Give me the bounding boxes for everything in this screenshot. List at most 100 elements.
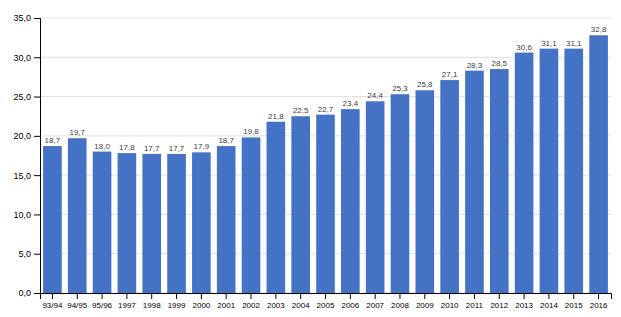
tick-mark (375, 293, 376, 299)
tick-label: 2015 (565, 301, 583, 310)
tick-label: 2004 (292, 301, 310, 310)
tick-mark (350, 293, 351, 299)
tick-label: 2005 (317, 301, 335, 310)
tick-label: 2003 (267, 301, 285, 310)
data-label: 23,4 (343, 99, 359, 108)
tick-label: 1998 (143, 301, 161, 310)
tick: 2002 (242, 293, 260, 310)
tick: 2009 (416, 293, 434, 310)
tick-label: 2013 (515, 301, 533, 310)
tick-mark (524, 293, 525, 299)
axis-line (41, 294, 612, 300)
tick-mark (126, 293, 127, 299)
tick-mark (474, 293, 475, 299)
tick: 1997 (118, 293, 136, 310)
tick-label: 10,0 (13, 210, 31, 220)
data-label: 31,1 (566, 39, 582, 48)
tick-label: 25,0 (13, 92, 31, 102)
plot: 93/9494/9595/961997199819992000200120022… (13, 13, 611, 309)
data-label: 30,6 (516, 43, 532, 52)
tick-mark (201, 293, 202, 299)
tick-label: 35,0 (13, 13, 31, 23)
tick-mark (34, 214, 40, 215)
tick-label: 2016 (590, 301, 608, 310)
tick-label: 2010 (441, 301, 459, 310)
tick-mark (300, 293, 301, 299)
tick-mark (399, 293, 400, 299)
tick: 2013 (515, 293, 533, 310)
tick-mark (424, 293, 425, 299)
data-label: 28,5 (491, 59, 507, 68)
tick-label: 2000 (192, 301, 210, 310)
bar (490, 69, 509, 293)
tick-label: 93/94 (42, 301, 63, 310)
data-label: 17,9 (194, 142, 210, 151)
bar (267, 122, 286, 293)
tick-label: 2014 (540, 301, 558, 310)
tick-mark (449, 293, 450, 299)
data-labels: 18,719,718,017,817,717,717,918,719,821,8… (45, 25, 607, 153)
tick-label: 2012 (490, 301, 508, 310)
bar (192, 152, 211, 293)
bar (366, 101, 385, 293)
data-label: 27,1 (442, 70, 458, 79)
tick-mark (251, 293, 252, 299)
data-label: 19,7 (69, 128, 85, 137)
bar (316, 115, 335, 293)
data-label: 19,8 (243, 127, 259, 136)
tick-mark (573, 293, 574, 299)
tick-label: 2009 (416, 301, 434, 310)
data-label: 18,7 (218, 136, 234, 145)
grid-line (40, 18, 611, 19)
tick: 0,0 (18, 288, 40, 298)
bar (391, 94, 410, 293)
data-label: 18,0 (94, 142, 110, 151)
tick-mark (77, 293, 78, 299)
tick: 2010 (441, 293, 459, 310)
tick-mark (34, 175, 40, 176)
data-label: 22,5 (293, 106, 309, 115)
tick-label: 0,0 (18, 288, 31, 298)
bar (93, 152, 112, 293)
bar (167, 154, 186, 293)
tick-mark (598, 293, 599, 299)
tick-label: 2006 (341, 301, 359, 310)
tick: 25,0 (13, 92, 40, 102)
data-label: 31,1 (541, 39, 557, 48)
data-label: 22,7 (318, 105, 334, 114)
bar (242, 137, 261, 293)
tick-mark (34, 57, 40, 58)
tick-mark (499, 293, 500, 299)
tick: 2004 (292, 293, 310, 310)
bar (540, 49, 559, 293)
tick: 2003 (267, 293, 285, 310)
tick: 2005 (317, 293, 335, 310)
tick: 1998 (143, 293, 161, 310)
tick-mark (548, 293, 549, 299)
tick-label: 15,0 (13, 171, 31, 181)
tick: 94/95 (67, 293, 88, 310)
axis-line (34, 19, 41, 294)
tick-label: 5,0 (18, 249, 31, 259)
data-label: 17,7 (169, 144, 185, 153)
tick: 15,0 (13, 171, 40, 181)
data-label: 24,4 (367, 91, 383, 100)
tick: 20,0 (13, 131, 40, 141)
bar (564, 49, 583, 293)
tick: 2015 (565, 293, 583, 310)
tick-mark (34, 136, 40, 137)
data-label: 25,8 (417, 80, 433, 89)
bar (142, 154, 161, 293)
tick-label: 2002 (242, 301, 260, 310)
tick-label: 2001 (217, 301, 235, 310)
tick-mark (34, 293, 40, 294)
tick-mark (52, 293, 53, 299)
tick-mark (275, 293, 276, 299)
data-label: 17,7 (144, 144, 160, 153)
bar (341, 109, 360, 293)
tick: 5,0 (18, 249, 40, 259)
bar (515, 53, 534, 293)
chart: 93/9494/9595/961997199819992000200120022… (0, 0, 621, 317)
tick: 30,0 (13, 53, 40, 63)
data-label: 25,3 (392, 84, 408, 93)
